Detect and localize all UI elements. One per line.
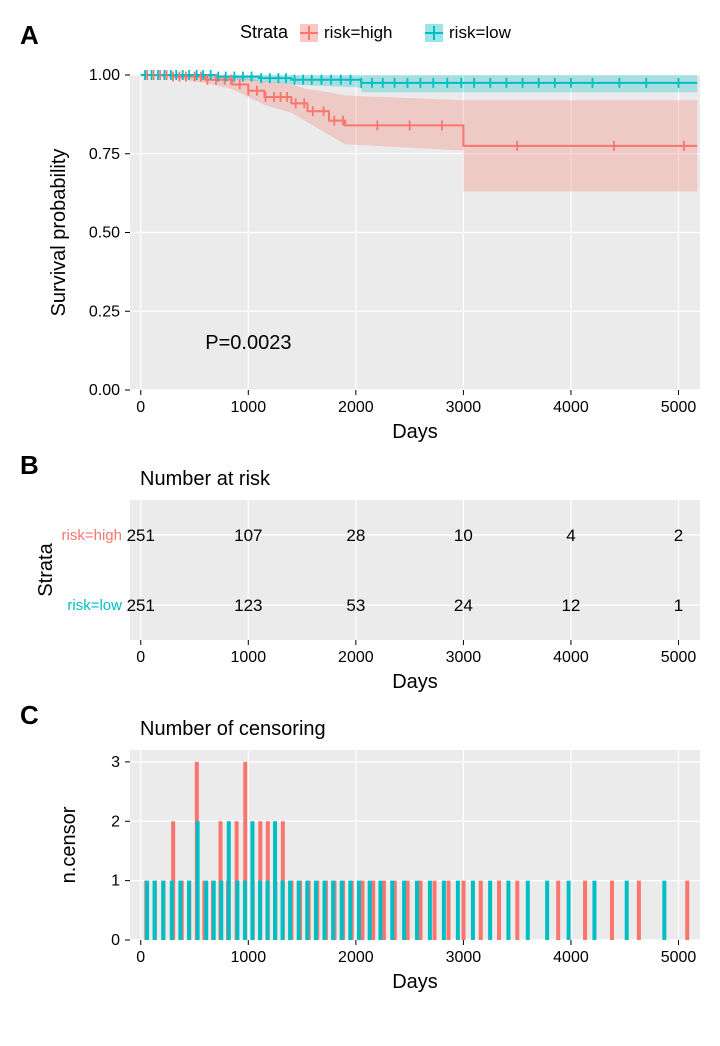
panel-b: B Number at riskrisk=high251107281042ris… [20, 450, 700, 700]
svg-text:0.50: 0.50 [89, 225, 120, 242]
svg-text:4000: 4000 [553, 949, 589, 966]
svg-text:risk=high: risk=high [62, 527, 122, 544]
censor-plot: Number of censoring 0 1000 2000 3000 4000 5000… [20, 700, 720, 1000]
svg-text:Number at risk: Number at risk [140, 468, 271, 490]
risk-table: Number at riskrisk=high251107281042risk=… [20, 450, 720, 700]
panel-c-label: C [20, 700, 39, 731]
panel-c: C Number of censoring 0 1000 2000 3000 4000 50… [20, 700, 700, 1000]
svg-text:4: 4 [566, 526, 575, 545]
svg-text:3000: 3000 [446, 649, 482, 666]
panel-a-label: A [20, 20, 39, 51]
svg-text:5000: 5000 [661, 949, 697, 966]
svg-text:1000: 1000 [231, 949, 267, 966]
svg-text:Strata: Strata [240, 22, 289, 42]
svg-text:1.00: 1.00 [89, 67, 120, 84]
svg-text:24: 24 [454, 596, 473, 615]
svg-text:Days: Days [392, 421, 438, 443]
svg-text:risk=low: risk=low [67, 597, 122, 614]
svg-text:53: 53 [346, 596, 365, 615]
svg-text:2000: 2000 [338, 949, 374, 966]
svg-text:5000: 5000 [661, 399, 697, 416]
svg-text:P=0.0023: P=0.0023 [205, 332, 291, 354]
svg-text:2: 2 [111, 813, 120, 830]
svg-text:Days: Days [392, 971, 438, 993]
svg-text:Number of censoring: Number of censoring [140, 718, 326, 740]
svg-text:28: 28 [346, 526, 365, 545]
svg-text:Survival probability: Survival probability [48, 149, 70, 317]
svg-text:risk=low: risk=low [449, 23, 512, 42]
svg-text:0: 0 [136, 949, 145, 966]
svg-text:1: 1 [674, 596, 683, 615]
svg-text:251: 251 [127, 596, 155, 615]
svg-text:12: 12 [561, 596, 580, 615]
svg-text:4000: 4000 [553, 399, 589, 416]
svg-text:3000: 3000 [446, 949, 482, 966]
svg-text:2000: 2000 [338, 649, 374, 666]
svg-text:1000: 1000 [231, 399, 267, 416]
svg-text:2000: 2000 [338, 399, 374, 416]
svg-text:risk=high: risk=high [324, 23, 393, 42]
svg-text:Days: Days [392, 671, 438, 693]
panel-a: A Strata risk=high risk=low 0 1000 2000 3000 40… [20, 20, 700, 450]
svg-text:107: 107 [234, 526, 262, 545]
svg-text:0.25: 0.25 [89, 303, 120, 320]
svg-text:1: 1 [111, 873, 120, 890]
svg-text:2: 2 [674, 526, 683, 545]
panel-b-label: B [20, 450, 39, 481]
svg-text:10: 10 [454, 526, 473, 545]
svg-text:251: 251 [127, 526, 155, 545]
svg-text:4000: 4000 [553, 649, 589, 666]
svg-text:0: 0 [111, 932, 120, 949]
svg-text:5000: 5000 [661, 649, 697, 666]
svg-text:n.censor: n.censor [58, 806, 80, 883]
svg-text:1000: 1000 [231, 649, 267, 666]
svg-text:0.00: 0.00 [89, 382, 120, 399]
svg-text:Strata: Strata [35, 542, 57, 596]
svg-text:3: 3 [111, 754, 120, 771]
svg-text:0.75: 0.75 [89, 146, 120, 163]
svg-text:0: 0 [136, 649, 145, 666]
svg-text:123: 123 [234, 596, 262, 615]
km-plot: Strata risk=high risk=low 0 1000 2000 3000 4000… [20, 20, 720, 450]
svg-text:3000: 3000 [446, 399, 482, 416]
svg-text:0: 0 [136, 399, 145, 416]
